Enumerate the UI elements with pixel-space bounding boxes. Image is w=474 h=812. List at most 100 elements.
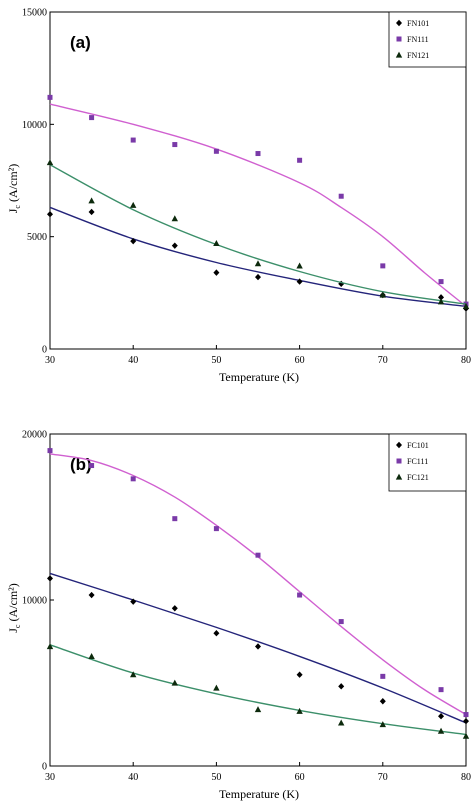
data-point-fn121 (213, 240, 220, 247)
data-point-fn101 (255, 273, 261, 281)
data-point-fn101 (47, 211, 53, 218)
x-tick-label: 60 (295, 355, 305, 366)
data-point-fc101 (338, 683, 345, 690)
data-point-fc121 (296, 707, 303, 714)
data-point-fc111 (463, 712, 469, 718)
data-point-fc121 (213, 684, 220, 691)
legend-marker-fn121 (395, 51, 403, 58)
data-point-fc101 (130, 598, 137, 605)
legend-label: FN101 (407, 19, 429, 28)
data-point-fc101 (88, 591, 95, 599)
data-point-fn111 (255, 151, 261, 157)
data-point-fc121 (462, 732, 470, 739)
y-tick-label: 0 (42, 762, 47, 773)
data-point-fn111 (172, 142, 178, 148)
data-point-fn111 (338, 193, 344, 199)
data-point-fc121 (254, 706, 262, 713)
data-point-fc111 (297, 592, 303, 598)
data-point-fn101 (88, 208, 95, 216)
legend-entry: FC121 (395, 473, 429, 482)
data-point-fc111 (89, 463, 95, 469)
data-point-fc111 (438, 687, 444, 693)
data-point-fc121 (88, 653, 95, 660)
x-tick-label: 50 (211, 772, 221, 783)
x-tick-label: 40 (128, 355, 138, 366)
x-axis-label: Temperature (K) (219, 787, 299, 801)
data-point-fn111 (438, 279, 444, 285)
data-point-fn121 (379, 291, 386, 298)
data-point-fc101 (47, 575, 53, 582)
data-point-fn111 (47, 94, 53, 100)
legend-box (388, 11, 467, 68)
data-point-fn111 (297, 157, 303, 163)
legend-entry: FN111 (396, 35, 429, 44)
data-point-fn101 (296, 278, 303, 285)
fit-curve-fc121 (49, 644, 467, 736)
series-fc101 (47, 572, 469, 725)
legend-box (388, 433, 467, 492)
x-tick-label: 70 (378, 355, 388, 366)
fit-curve-fc101 (49, 572, 467, 724)
fit-curve-fn111 (49, 103, 467, 307)
series-fn121 (46, 159, 470, 309)
legend-marker-fn101 (396, 19, 402, 27)
data-point-fc101 (438, 713, 445, 720)
legend-label: FN111 (407, 35, 429, 44)
data-point-fn121 (171, 215, 178, 222)
x-tick-label: 40 (128, 772, 138, 783)
x-tick-label: 30 (45, 772, 55, 783)
data-point-fc101 (255, 643, 261, 650)
data-point-fc111 (47, 448, 53, 454)
data-point-fc101 (171, 605, 178, 612)
data-point-fn121 (130, 201, 137, 208)
legend-entry: FC111 (396, 457, 428, 466)
data-point-fc121 (171, 679, 178, 686)
y-axis-label: Jc (A/cm²) (6, 583, 22, 632)
legend-marker-fc101 (396, 441, 402, 449)
y-tick-label: 5000 (27, 232, 47, 243)
legend: FC101 FC111 FC121 (388, 433, 467, 492)
y-axis-label: Jc (A/cm²) (6, 164, 22, 213)
x-tick-label: 70 (378, 772, 388, 783)
y-tick-label: 0 (42, 345, 47, 356)
x-tick-label: 50 (211, 355, 221, 366)
data-point-fn101 (171, 242, 178, 249)
data-point-fc111 (255, 552, 261, 558)
x-tick-label: 30 (45, 355, 55, 366)
y-tick-label: 15000 (22, 8, 47, 19)
data-point-fc111 (380, 673, 386, 679)
data-point-fn101 (213, 269, 220, 276)
plot-frame (49, 11, 467, 350)
data-point-fn111 (89, 115, 95, 121)
data-point-fn121 (88, 197, 95, 204)
data-point-fn121 (462, 302, 470, 309)
data-point-fn111 (380, 263, 386, 269)
data-point-fc101 (296, 671, 303, 678)
data-point-fc121 (338, 719, 345, 726)
data-point-fc111 (338, 619, 344, 625)
x-tick-label: 60 (295, 772, 305, 783)
data-point-fn121 (46, 159, 54, 166)
data-point-fn101 (130, 237, 137, 245)
x-axis-label: Temperature (K) (219, 370, 299, 384)
y-tick-label: 20000 (22, 430, 47, 441)
chart-panel-a: 30 40 50 60 70 80 0 5000 10000 15000 Temperature (… (6, 8, 471, 385)
fit-curve-fc111 (49, 453, 467, 716)
data-point-fc101 (379, 698, 386, 705)
legend-marker-fc121 (395, 473, 403, 480)
data-point-fc101 (463, 717, 469, 725)
data-point-fc111 (130, 476, 136, 482)
data-point-fc101 (213, 630, 220, 637)
data-point-fc121 (379, 721, 386, 728)
data-point-fc121 (130, 671, 137, 678)
legend-marker-fc111 (396, 458, 402, 464)
series-fc111 (47, 448, 469, 718)
legend: FN101 FN111 FN121 (388, 11, 467, 68)
panel-label: (a) (70, 33, 91, 52)
y-tick-label: 10000 (22, 596, 47, 607)
data-point-fn111 (130, 137, 136, 143)
x-tick-label: 80 (461, 772, 471, 783)
x-tick-label: 80 (461, 355, 471, 366)
series-fn111 (47, 94, 469, 307)
legend-label: FC121 (407, 473, 429, 482)
